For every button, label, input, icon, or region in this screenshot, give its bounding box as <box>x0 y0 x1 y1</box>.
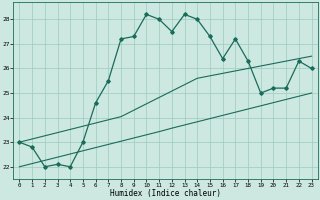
X-axis label: Humidex (Indice chaleur): Humidex (Indice chaleur) <box>110 189 221 198</box>
